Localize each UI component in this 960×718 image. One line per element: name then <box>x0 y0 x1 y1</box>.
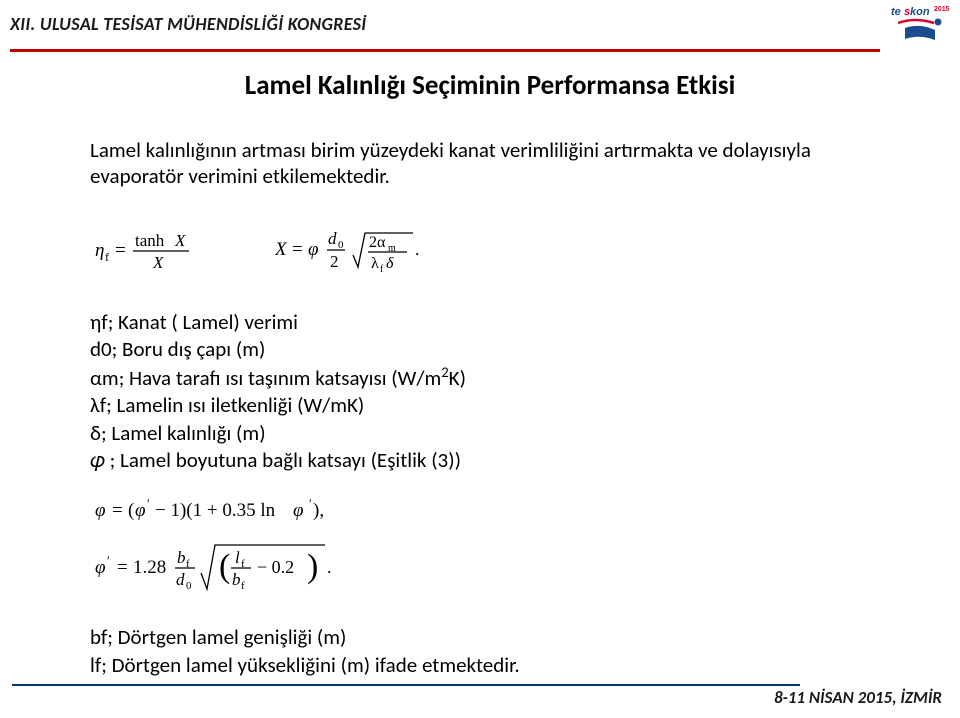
formula-phi: φ = ( φ ′ − 1)(1 + 0.35 ln φ ′ ), <box>95 496 890 529</box>
page-footer: 8-11 NİSAN 2015, İZMİR <box>0 684 960 712</box>
svg-text:2: 2 <box>330 252 339 271</box>
svg-text:1.28: 1.28 <box>133 557 166 578</box>
svg-text:2α: 2α <box>369 234 386 251</box>
svg-text:0: 0 <box>338 239 344 251</box>
svg-text:′: ′ <box>107 553 110 568</box>
svg-text:(: ( <box>219 548 230 585</box>
svg-text:X: X <box>152 253 164 272</box>
svg-text:φ: φ <box>135 500 146 521</box>
svg-text:kon: kon <box>910 6 930 18</box>
congress-title: XII. ULUSAL TESİSAT MÜHENDİSLİĞİ KONGRES… <box>10 13 366 35</box>
formula-x: X = φ d 0 2 2α m λ f δ . <box>275 225 445 277</box>
svg-text:=: = <box>112 500 123 521</box>
page-header: XII. ULUSAL TESİSAT MÜHENDİSLİĞİ KONGRES… <box>0 0 960 44</box>
svg-text:η: η <box>95 240 104 261</box>
svg-text:φ: φ <box>293 500 304 521</box>
svg-text:(: ( <box>128 500 134 521</box>
svg-text:λ: λ <box>371 255 379 272</box>
def-alpha-m: αm; Hava tarafı ısı taşınım katsayısı (W… <box>90 363 890 392</box>
svg-text:.: . <box>327 557 332 577</box>
svg-text:d: d <box>328 229 337 248</box>
svg-text:− 0.2: − 0.2 <box>257 557 294 577</box>
svg-text:tanh: tanh <box>135 231 165 250</box>
svg-text:d: d <box>176 570 185 589</box>
footer-date-location: 8-11 NİSAN 2015, İZMİR <box>774 687 942 708</box>
svg-text:X: X <box>275 239 288 260</box>
intro-paragraph: Lamel kalınlığının artması birim yüzeyde… <box>90 137 890 190</box>
svg-text:2015: 2015 <box>934 6 950 13</box>
svg-text:f: f <box>380 264 384 275</box>
svg-text:δ: δ <box>386 255 394 272</box>
def-lf: lf; Dörtgen lamel yüksekliğini (m) ifade… <box>90 652 890 679</box>
svg-text:.: . <box>415 239 420 259</box>
svg-text:− 1)(1 + 0.35 ln: − 1)(1 + 0.35 ln <box>155 500 276 521</box>
svg-text:′: ′ <box>309 496 312 511</box>
def-d0: d0; Boru dış çapı (m) <box>90 336 890 363</box>
svg-text:f: f <box>105 250 109 264</box>
svg-text:′: ′ <box>147 496 150 511</box>
header-separator <box>10 49 880 52</box>
svg-text:): ) <box>307 548 318 585</box>
formula-phi-prime: φ ′ = 1.28 b f d 0 ( l f b f − 0.2 ) . <box>95 539 890 602</box>
definitions-block-2: bf; Dörtgen lamel genişliği (m) lf; Dört… <box>90 624 890 679</box>
svg-text:l: l <box>235 548 240 567</box>
def-lambda-f: λf; Lamelin ısı iletkenliği (W/mK) <box>90 392 890 419</box>
formula-eta-f: η f = tanh X X <box>95 229 205 273</box>
def-bf: bf; Dörtgen lamel genişliği (m) <box>90 624 890 651</box>
svg-text:b: b <box>177 548 186 567</box>
teskon-logo: te s kon 2015 <box>890 3 950 43</box>
definitions-block-1: ηf; Kanat ( Lamel) verimi d0; Boru dış ç… <box>90 309 890 475</box>
svg-text:X: X <box>174 231 186 250</box>
svg-text:f: f <box>241 580 245 592</box>
svg-text:te: te <box>891 6 901 18</box>
svg-text:φ: φ <box>308 239 319 260</box>
svg-text:0: 0 <box>186 580 192 592</box>
slide-title: Lamel Kalınlığı Seçiminin Performansa Et… <box>90 69 890 102</box>
svg-text:=: = <box>292 239 303 260</box>
svg-text:φ: φ <box>95 557 106 578</box>
svg-text:),: ), <box>313 500 324 521</box>
svg-text:=: = <box>115 240 126 261</box>
main-content: Lamel Kalınlığı Seçiminin Performansa Et… <box>0 44 960 679</box>
formula-row-1: η f = tanh X X X = φ d 0 2 2α m λ f δ . <box>95 225 890 277</box>
def-eta-f: ηf; Kanat ( Lamel) verimi <box>90 309 890 336</box>
svg-text:φ: φ <box>95 500 106 521</box>
svg-text:=: = <box>117 557 128 578</box>
def-phi: 𝜑 ; Lamel boyutuna bağlı katsayı (Eşitli… <box>90 447 890 474</box>
def-delta: δ; Lamel kalınlığı (m) <box>90 420 890 447</box>
svg-text:b: b <box>232 570 241 589</box>
footer-separator <box>12 684 800 687</box>
